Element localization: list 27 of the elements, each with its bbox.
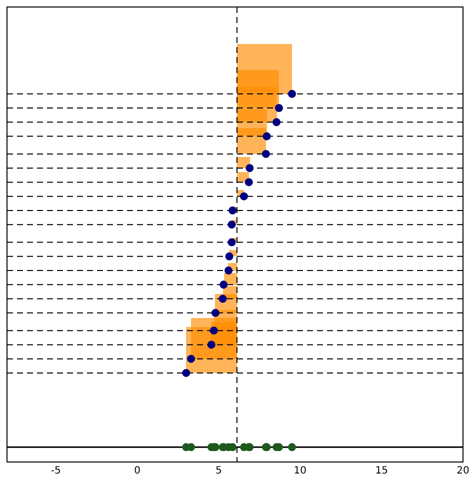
point [210, 326, 218, 335]
point [224, 266, 232, 275]
point [246, 164, 254, 172]
point [262, 150, 270, 158]
x-tick-label: 20 [456, 466, 470, 477]
point [288, 443, 296, 452]
point [272, 118, 281, 126]
point [262, 132, 271, 140]
point [288, 90, 296, 98]
x-tick-label: 5 [216, 466, 222, 477]
point [240, 192, 248, 200]
point [182, 368, 190, 377]
x-tick-label: -5 [50, 466, 61, 477]
point [228, 220, 236, 229]
point [220, 280, 228, 289]
point [228, 238, 236, 246]
point [244, 178, 253, 186]
point [187, 354, 196, 363]
point [218, 294, 227, 303]
point [207, 340, 216, 349]
point [225, 252, 234, 260]
x-tick-label: 0 [134, 466, 140, 477]
point [274, 104, 283, 112]
point [211, 308, 220, 317]
x-tick-label: 15 [375, 466, 388, 477]
point [228, 206, 237, 214]
x-tick-label: 10 [294, 466, 307, 477]
